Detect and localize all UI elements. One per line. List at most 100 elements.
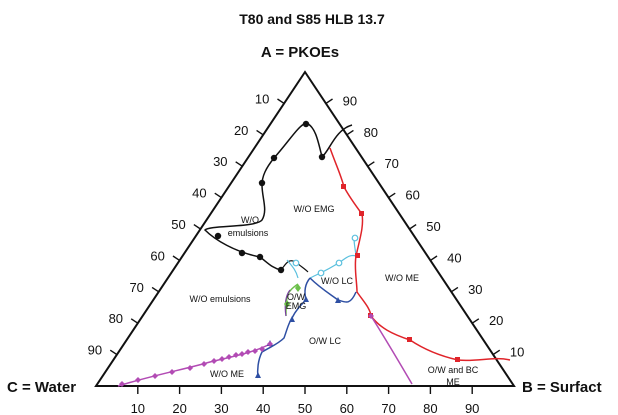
left-axis-tick (256, 129, 264, 136)
right-axis-tick-label: 50 (426, 219, 440, 234)
bottom-axis-tick-label: 40 (256, 401, 270, 415)
left-axis-tick-label: 70 (129, 280, 143, 295)
green-point (284, 300, 290, 308)
bottom-axis-tick-label: 30 (214, 401, 228, 415)
left-axis-tick-label: 90 (88, 343, 102, 358)
magenta-point (226, 354, 232, 360)
magenta-point (187, 365, 193, 371)
left-axis-tick (172, 255, 180, 261)
bottom-axis-tick-label: 70 (381, 401, 395, 415)
region-label-wo-me-bottom: W/O ME (210, 369, 244, 379)
right-axis-tick (430, 255, 438, 261)
right-axis-tick-label: 40 (447, 250, 461, 265)
ternary-triangle (94, 70, 516, 387)
right-axis-tick (471, 318, 480, 324)
magenta-point (201, 361, 207, 367)
bottom-axis-tick-label: 10 (131, 401, 145, 415)
green-markers (284, 284, 301, 308)
bottom-axis-tick-label: 60 (340, 401, 354, 415)
black-point (256, 253, 264, 261)
left-axis-tick-label: 20 (234, 123, 248, 138)
left-axis-tick-label: 10 (255, 91, 269, 106)
black-point (238, 249, 246, 257)
black-point (214, 232, 222, 240)
bottom-axis-tick-label: 90 (465, 401, 479, 415)
red-point (455, 357, 460, 362)
right-axis-tick-label: 60 (405, 188, 419, 203)
red-point (407, 337, 412, 342)
bottom-axis-tick-label: 50 (298, 401, 312, 415)
left-axis-tick (277, 98, 285, 104)
left-axis-tick-label: 80 (109, 311, 123, 326)
region-label-ow-lc: O/W LC (309, 336, 342, 346)
magenta-boundary-right (370, 315, 413, 385)
left-axis-tick-label: 60 (150, 248, 164, 263)
red-point (359, 211, 364, 216)
left-axis-tick (214, 192, 222, 199)
left-axis-tick (151, 286, 160, 293)
magenta-point (233, 352, 239, 358)
black-markers (214, 120, 326, 274)
magenta-point (267, 341, 273, 347)
magenta-point (135, 377, 141, 383)
cyan-point (351, 234, 359, 242)
region-label-wo-emg: W/O EMG (294, 204, 335, 214)
magenta-point (245, 349, 251, 355)
black-boundary-top-right (321, 124, 353, 158)
right-axis-tick (325, 98, 333, 104)
red-point (355, 253, 360, 258)
magenta-point (252, 348, 258, 354)
black-point (258, 179, 266, 187)
tick-marks (109, 98, 501, 394)
cyan-boundary-right (309, 237, 357, 279)
blue-point (335, 297, 341, 303)
right-axis-tick-label: 70 (384, 156, 398, 171)
magenta-point (259, 346, 265, 352)
corner-label-right: B = Surfact (522, 379, 602, 396)
corner-label-top: A = PKOEs (261, 44, 339, 61)
magenta-point (119, 381, 125, 387)
region-label-ow-bc-me-2: ME (446, 377, 460, 387)
magenta-point (152, 373, 158, 379)
magenta-point (239, 351, 245, 357)
red-boundary-curve (329, 147, 511, 362)
right-axis-tick-label: 20 (489, 313, 503, 328)
blue-markers (255, 296, 341, 378)
region-label-ow-bc-me: O/W and BC (428, 365, 479, 375)
cyan-point (335, 259, 343, 267)
right-axis-tick-label: 30 (468, 282, 482, 297)
left-axis-tick (130, 318, 139, 324)
magenta-markers (119, 313, 374, 387)
left-axis-tick-label: 50 (171, 217, 185, 232)
diagram-title: T80 and S85 HLB 13.7 (239, 11, 385, 27)
magenta-point (219, 356, 225, 362)
black-point (318, 153, 326, 161)
bottom-axis-tick-label: 20 (172, 401, 186, 415)
left-axis-tick (109, 349, 118, 356)
right-axis-tick (409, 224, 417, 230)
cyan-boundary-left (286, 259, 299, 279)
tick-labels: 10 20 30 40 50 60 70 80 90 90 80 70 60 50 40 30 20 10 10 20… (88, 91, 525, 415)
region-label-wo-emulsions-upper: W/O (241, 215, 259, 225)
magenta-point (368, 313, 374, 319)
cyan-point (317, 269, 325, 277)
left-axis-tick-label: 40 (192, 186, 206, 201)
magenta-point (211, 358, 217, 364)
region-label-ow-emg: O/W (287, 292, 306, 302)
left-axis-tick (193, 224, 201, 230)
bottom-axis-tick-label: 80 (423, 401, 437, 415)
region-label-wo-lc: W/O LC (321, 276, 354, 286)
cyan-point (292, 259, 300, 267)
black-point (270, 154, 278, 162)
red-point (341, 184, 346, 189)
right-axis-tick (492, 349, 501, 356)
right-axis-tick (346, 129, 354, 136)
cyan-markers (292, 234, 359, 277)
black-point (277, 266, 285, 274)
region-label-wo-emulsions-lower: W/O emulsions (189, 294, 251, 304)
right-axis-tick-label: 90 (343, 93, 357, 108)
corner-label-left: C = Water (7, 379, 76, 396)
right-axis-tick (388, 192, 396, 199)
right-axis-tick (450, 286, 459, 293)
